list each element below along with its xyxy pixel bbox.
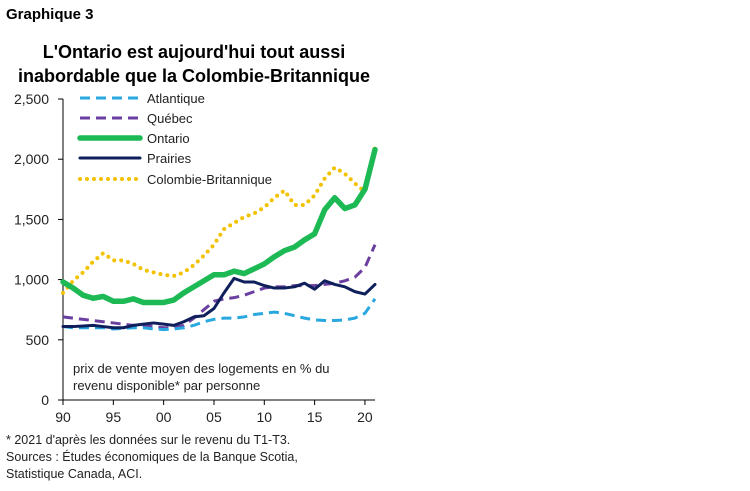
footnote-line: * 2021 d'après les données sur le revenu… [6,433,291,447]
y-tick-label: 0 [41,392,49,408]
source-line: Sources : Études économiques de la Banqu… [6,450,298,464]
x-tick-label: 10 [257,409,273,425]
chart-note: prix de vente moyen des logements en % d… [73,361,330,393]
chart-series-layer [60,145,378,332]
x-tick-label: 90 [55,409,71,425]
chart-axes: 0 500 1,000 1,500 2,000 2,500 90 95 00 05 10 15 20 [14,91,375,425]
chart-note-line: revenu disponible* par personne [73,378,260,393]
series-line-atlantique [62,298,377,332]
x-tick-label: 95 [106,409,122,425]
chart-title-line-1: L'Ontario est aujourd'hui tout aussi [42,42,346,62]
chart-note-line: prix de vente moyen des logements en % d… [73,361,330,376]
series-line-colombie-britannique [61,145,377,295]
y-tick-label: 2,500 [14,91,49,107]
legend-label: Atlantique [147,91,205,106]
source-line: Statistique Canada, ACI. [6,467,143,481]
x-tick-label: 05 [206,409,222,425]
graph-label: Graphique 3 [6,6,94,23]
x-tick-label: 20 [357,409,373,425]
y-tick-label: 1,500 [14,211,49,227]
x-tick-label: 00 [156,409,172,425]
legend-label: Ontario [147,131,190,146]
y-tick-label: 1,000 [14,272,49,288]
y-tick-label: 500 [26,332,50,348]
chart-title-line-2: inabordable que la Colombie-Britannique [17,66,371,86]
series-line-ontario [60,146,378,306]
x-tick-label: 15 [307,409,323,425]
y-tick-label: 2,000 [14,151,49,167]
legend-label: Québec [147,111,193,126]
chart-legend: Atlantique Québec Ontario Prairies Colombie-… [77,91,272,187]
footnotes: * 2021 d'après les données sur le revenu… [6,432,298,483]
chart-title: L'Ontario est aujourd'hui tout aussi ina… [10,40,378,88]
legend-label: Prairies [147,151,192,166]
series-line-prairies [61,276,377,330]
legend-label: Colombie-Britannique [147,172,272,187]
